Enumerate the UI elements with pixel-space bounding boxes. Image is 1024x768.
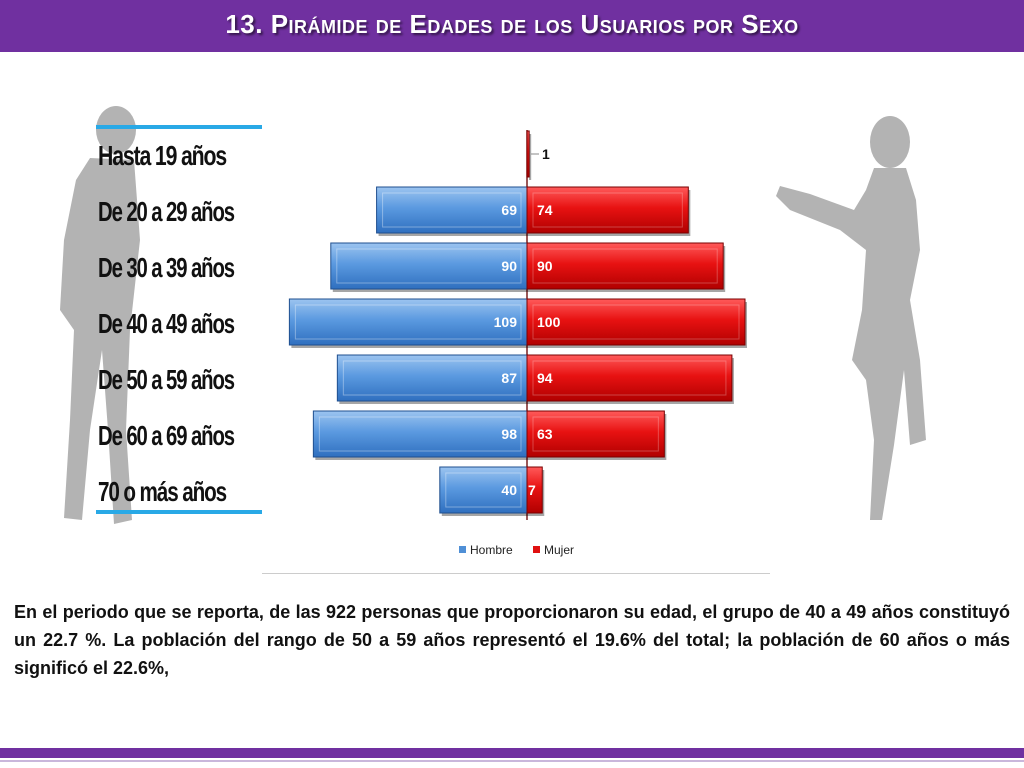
data-label-mujer: 7: [528, 482, 536, 498]
bar-bevel-hombre: [318, 416, 522, 452]
bar-shadow-mujer: [529, 134, 532, 180]
bar-bevel-hombre: [294, 304, 522, 340]
bar-mujer: [526, 466, 543, 514]
bar-bevel-hombre: [382, 192, 522, 228]
male-silhouette: [60, 106, 140, 524]
data-label-hombre: 90: [501, 258, 517, 274]
bar-mujer: [526, 354, 733, 402]
category-label: De 40 a 49 años: [98, 308, 235, 339]
bar-bevel-mujer: [532, 360, 727, 396]
bar-bevel-mujer: [532, 248, 718, 284]
bar-bevel-mujer: [532, 416, 659, 452]
bar-mujer: [526, 242, 724, 290]
bar-hombre: [376, 186, 528, 234]
legend: Hombre Mujer: [459, 543, 574, 557]
bar-hombre: [312, 410, 528, 458]
category-label: 70 o más años: [98, 476, 227, 507]
label-top-rule: [96, 125, 262, 129]
bar-mujer: [526, 186, 689, 234]
bar-hombre: [330, 242, 528, 290]
bar-hombre: [439, 466, 528, 514]
slide-title: 13. Pirámide de Edades de los Usuarios p…: [225, 9, 799, 39]
population-pyramid-chart: Hasta 19 años De 20 a 29 años De 30 a 39 a…: [96, 125, 770, 574]
data-label-mujer: 100: [537, 314, 561, 330]
category-label: De 50 a 59 años: [98, 364, 235, 395]
data-label-mujer: 90: [537, 258, 553, 274]
category-label: De 30 a 39 años: [98, 252, 235, 283]
data-label-mujer: 74: [537, 202, 553, 218]
legend-label-hombre: Hombre: [470, 543, 513, 557]
legend-swatch-mujer: [533, 546, 540, 553]
female-silhouette: [776, 116, 926, 520]
category-label: Hasta 19 años: [98, 140, 227, 171]
data-label-hombre: 87: [501, 370, 517, 386]
data-label-hombre: 69: [501, 202, 517, 218]
bar-hombre: [288, 298, 528, 346]
title-bar: 13. Pirámide de Edades de los Usuarios p…: [0, 0, 1024, 52]
bar-bevel-hombre: [445, 472, 522, 508]
bars: 1 69 74 90 90 109 100 87 94 98 63 40 7: [288, 130, 747, 516]
plot-bottom-rule: [262, 573, 770, 574]
bottom-line: [0, 760, 1024, 762]
bottom-bar: [0, 748, 1024, 758]
bar-bevel-mujer: [532, 304, 740, 340]
bar-mujer: [526, 130, 530, 178]
bar-bevel-hombre: [342, 360, 522, 396]
data-label-hombre: 98: [501, 426, 517, 442]
bar-hombre: [336, 354, 528, 402]
bar-bevel-mujer: [532, 192, 683, 228]
legend-label-mujer: Mujer: [544, 543, 574, 557]
category-label: De 60 a 69 años: [98, 420, 235, 451]
bar-mujer: [526, 410, 665, 458]
data-label-mujer: 63: [537, 426, 553, 442]
data-label-hombre: 109: [494, 314, 518, 330]
label-bottom-rule: [96, 510, 262, 514]
data-label-hombre: 40: [501, 482, 517, 498]
category-label: De 20 a 29 años: [98, 196, 235, 227]
data-label-mujer: 94: [537, 370, 553, 386]
bar-mujer: [526, 298, 746, 346]
data-label-mujer: 1: [542, 146, 550, 162]
bar-bevel-hombre: [336, 248, 522, 284]
summary-paragraph: En el periodo que se reporta, de las 922…: [14, 602, 1010, 678]
legend-swatch-hombre: [459, 546, 466, 553]
category-labels: Hasta 19 años De 20 a 29 años De 30 a 39 a…: [98, 140, 236, 507]
